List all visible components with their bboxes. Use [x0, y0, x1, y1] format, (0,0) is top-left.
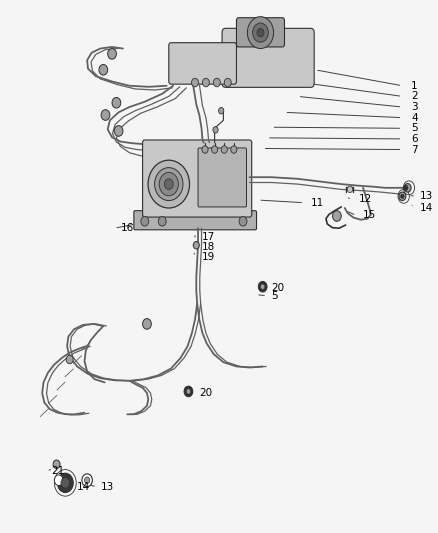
Circle shape [141, 216, 149, 226]
FancyBboxPatch shape [237, 18, 285, 47]
Text: 2: 2 [411, 91, 418, 101]
Circle shape [332, 211, 341, 221]
Text: 20: 20 [199, 388, 212, 398]
Circle shape [404, 183, 411, 192]
Circle shape [54, 475, 63, 486]
Circle shape [221, 146, 227, 154]
Text: 13: 13 [101, 482, 114, 492]
Circle shape [164, 179, 173, 189]
Circle shape [231, 146, 237, 154]
Circle shape [159, 172, 178, 196]
Circle shape [261, 284, 265, 289]
Circle shape [85, 477, 90, 483]
Circle shape [108, 49, 117, 59]
Circle shape [99, 64, 108, 75]
Circle shape [61, 478, 70, 488]
Circle shape [82, 474, 92, 487]
Circle shape [213, 78, 220, 87]
Circle shape [53, 460, 60, 469]
Circle shape [253, 23, 268, 42]
Circle shape [404, 185, 408, 190]
Circle shape [212, 146, 218, 154]
Text: 14: 14 [77, 482, 90, 492]
Ellipse shape [148, 160, 190, 208]
Circle shape [401, 194, 404, 198]
Circle shape [219, 108, 224, 114]
Text: 13: 13 [420, 191, 433, 201]
Circle shape [224, 78, 231, 87]
FancyBboxPatch shape [198, 148, 247, 207]
FancyBboxPatch shape [222, 28, 314, 87]
Text: 18: 18 [201, 243, 215, 252]
Circle shape [158, 216, 166, 226]
Circle shape [66, 356, 73, 364]
Text: 11: 11 [311, 198, 324, 208]
Circle shape [186, 389, 191, 394]
Text: 1: 1 [411, 81, 418, 91]
Circle shape [257, 28, 264, 37]
Text: 15: 15 [363, 211, 376, 221]
Text: 3: 3 [411, 102, 418, 112]
FancyBboxPatch shape [134, 211, 257, 230]
FancyBboxPatch shape [169, 43, 237, 84]
Text: 20: 20 [272, 283, 285, 293]
Text: 4: 4 [411, 112, 418, 123]
Circle shape [101, 110, 110, 120]
Circle shape [193, 241, 199, 249]
Circle shape [143, 319, 151, 329]
Circle shape [112, 98, 121, 108]
Circle shape [399, 192, 406, 200]
Text: 6: 6 [411, 134, 418, 144]
Text: 14: 14 [420, 203, 433, 213]
Circle shape [239, 216, 247, 226]
Circle shape [247, 17, 274, 49]
Circle shape [57, 473, 73, 492]
Circle shape [114, 126, 123, 136]
Circle shape [202, 146, 208, 154]
Text: 21: 21 [51, 466, 64, 476]
Circle shape [347, 186, 353, 192]
Text: 5: 5 [272, 290, 278, 301]
Circle shape [191, 78, 198, 87]
Text: 19: 19 [201, 252, 215, 262]
Text: 7: 7 [411, 144, 418, 155]
Text: 17: 17 [201, 232, 215, 243]
Text: 16: 16 [121, 223, 134, 233]
Circle shape [202, 78, 209, 87]
Text: 12: 12 [359, 194, 372, 204]
Ellipse shape [155, 167, 183, 200]
Circle shape [213, 127, 218, 133]
Text: 5: 5 [411, 123, 418, 133]
Circle shape [184, 386, 193, 397]
FancyBboxPatch shape [143, 140, 252, 217]
Circle shape [258, 281, 267, 292]
